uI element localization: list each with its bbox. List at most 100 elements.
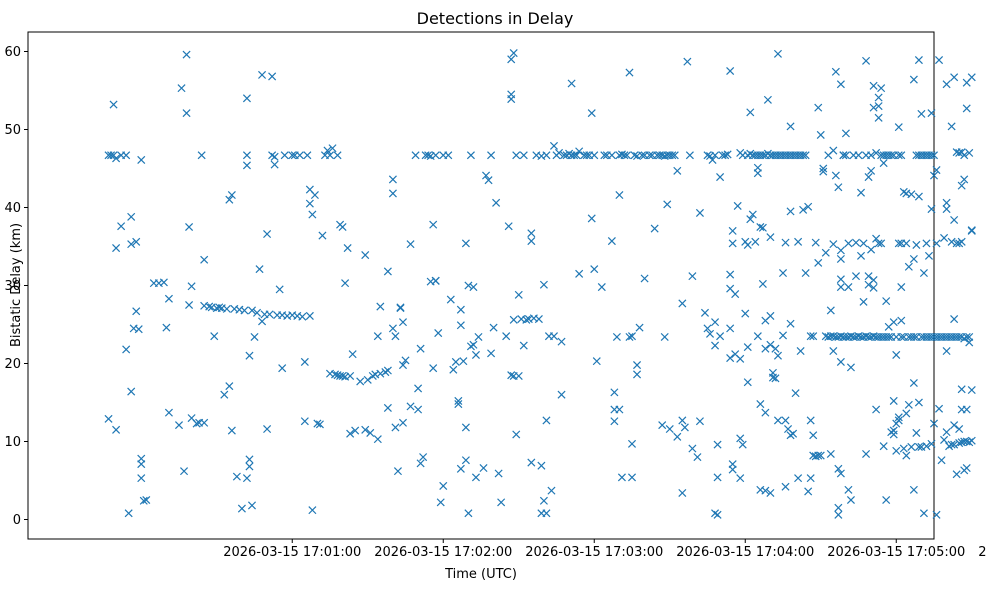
data-point	[914, 56, 923, 65]
data-point	[836, 246, 845, 255]
data-point	[142, 495, 151, 505]
data-point	[258, 317, 267, 326]
data-point	[869, 283, 878, 292]
data-point	[560, 151, 569, 160]
data-point	[736, 474, 745, 483]
data-point	[851, 238, 861, 247]
data-point	[159, 278, 168, 287]
data-point	[507, 371, 516, 380]
data-point	[688, 444, 697, 453]
data-point	[134, 325, 143, 334]
data-point	[909, 378, 918, 388]
data-point	[831, 171, 840, 180]
data-point	[303, 151, 312, 160]
data-point	[247, 306, 257, 315]
data-point	[819, 167, 828, 176]
data-point	[761, 344, 770, 353]
data-point	[162, 323, 171, 332]
data-point	[482, 171, 491, 180]
data-point	[200, 418, 209, 427]
data-point	[753, 163, 762, 172]
data-point	[265, 310, 274, 319]
data-point	[509, 49, 518, 58]
data-point	[396, 304, 405, 313]
data-point	[756, 400, 765, 409]
data-point	[907, 190, 916, 199]
data-point	[479, 463, 488, 473]
data-point	[539, 280, 548, 289]
data-point	[237, 504, 246, 513]
data-point	[761, 486, 770, 495]
data-point	[728, 239, 737, 248]
data-markers	[104, 49, 976, 519]
data-point	[897, 316, 906, 325]
data-point	[826, 306, 835, 315]
data-point	[929, 151, 939, 160]
data-point	[197, 151, 206, 160]
data-point	[280, 151, 289, 160]
data-point	[439, 481, 448, 490]
data-point	[225, 195, 234, 204]
data-point	[877, 84, 886, 93]
data-point	[258, 70, 267, 79]
data-point	[794, 474, 803, 483]
y-tick-label: 10	[4, 435, 21, 450]
data-point	[527, 229, 536, 238]
data-point	[768, 368, 777, 377]
y-axis-label: Bistatic Delay (km)	[9, 223, 24, 347]
data-point	[708, 155, 717, 164]
data-point	[376, 302, 385, 311]
data-point	[836, 275, 845, 284]
data-point	[894, 123, 903, 132]
y-tick-label: 60	[4, 45, 21, 60]
data-point	[492, 198, 501, 207]
data-point	[668, 151, 677, 160]
data-point	[343, 244, 352, 253]
data-point	[456, 305, 465, 314]
data-point	[383, 403, 392, 412]
data-point	[766, 233, 775, 242]
data-point	[539, 496, 548, 505]
data-point	[927, 151, 936, 160]
data-point	[411, 151, 420, 160]
data-point	[864, 272, 873, 281]
data-point	[638, 151, 647, 160]
data-point	[882, 297, 891, 306]
data-point	[429, 364, 438, 373]
data-point	[658, 421, 667, 430]
y-tick-label: 20	[4, 357, 21, 372]
data-point	[796, 346, 805, 356]
data-point	[607, 237, 616, 246]
data-point	[431, 151, 440, 160]
data-point	[743, 240, 752, 249]
data-point	[932, 510, 941, 519]
data-point	[308, 210, 317, 219]
data-point	[884, 332, 893, 342]
data-point	[665, 424, 674, 434]
data-point	[275, 285, 284, 294]
data-point	[449, 365, 458, 374]
data-point	[904, 400, 913, 409]
data-point	[519, 341, 528, 350]
data-point	[955, 439, 964, 448]
data-point	[557, 390, 566, 399]
data-point	[509, 315, 518, 324]
data-point	[627, 473, 637, 482]
data-point	[325, 151, 335, 160]
data-point	[713, 440, 722, 449]
data-point	[688, 272, 697, 281]
data-point	[361, 251, 370, 260]
data-point	[391, 332, 400, 341]
data-point	[856, 188, 866, 197]
data-point	[494, 469, 503, 478]
data-point	[627, 439, 637, 448]
data-point	[361, 425, 370, 434]
data-point	[726, 66, 735, 76]
data-point	[806, 332, 815, 341]
data-point	[950, 421, 959, 430]
data-point	[185, 222, 194, 232]
data-point	[932, 239, 941, 248]
data-point	[874, 93, 883, 102]
data-point	[831, 67, 840, 76]
x-tick-label: 2026-03-15 17:05:00	[827, 545, 965, 560]
